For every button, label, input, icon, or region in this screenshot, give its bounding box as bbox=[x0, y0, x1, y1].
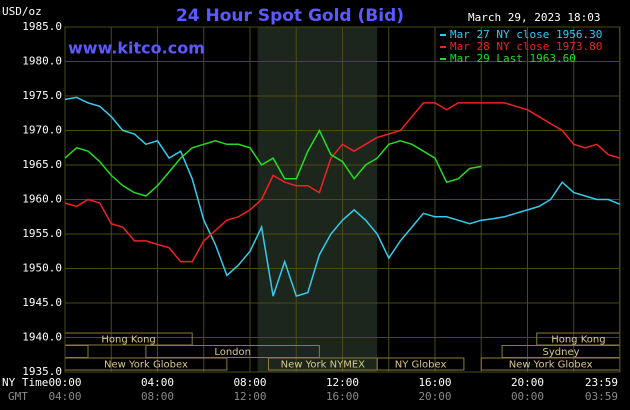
watermark: www.kitco.com bbox=[68, 39, 205, 58]
x-tick-label: 04:00 bbox=[141, 376, 174, 389]
x2-tick-label: 00:00 bbox=[511, 390, 544, 403]
legend-label: Mar 27 NY close 1956.30 bbox=[450, 28, 602, 41]
x2-tick-label: 03:59 bbox=[585, 390, 618, 403]
y-tick-label: 1980.0 bbox=[22, 55, 62, 68]
session-box bbox=[376, 357, 465, 371]
y-tick-label: 1950.0 bbox=[22, 262, 62, 275]
x-tick-label: 23:59 bbox=[585, 376, 618, 389]
y-tick-label: 1940.0 bbox=[22, 331, 62, 344]
unit-label: USD/oz bbox=[2, 5, 42, 18]
session-label: New York Globex bbox=[104, 360, 188, 371]
series-line bbox=[64, 96, 621, 298]
x-tick-label: 08:00 bbox=[233, 376, 266, 389]
x-tick-label: 20:00 bbox=[511, 376, 544, 389]
x2-tick-label: 20:00 bbox=[418, 390, 451, 403]
y-tick-label: 1970.0 bbox=[22, 124, 62, 137]
session-label: London bbox=[214, 347, 251, 358]
y-tick-label: 1975.0 bbox=[22, 89, 62, 102]
x2-tick-label: 12:00 bbox=[233, 390, 266, 403]
session-label: New York NYMEX bbox=[281, 360, 366, 371]
legend-swatch bbox=[440, 58, 446, 60]
session-box bbox=[64, 345, 89, 358]
plot-border bbox=[64, 26, 621, 373]
y-tick-label: 1955.0 bbox=[22, 227, 62, 240]
session-label: NY Globex bbox=[395, 360, 447, 371]
x2-tick-label: 08:00 bbox=[141, 390, 174, 403]
series-line bbox=[64, 128, 482, 197]
x2-row-label: GMT bbox=[8, 390, 28, 403]
session-label: Hong Kong bbox=[101, 335, 155, 346]
x2-tick-label: 04:00 bbox=[48, 390, 81, 403]
legend-swatch bbox=[440, 34, 446, 36]
session-label: Sydney bbox=[543, 347, 580, 358]
y-tick-label: 1960.0 bbox=[22, 193, 62, 206]
y-tick-label: 1935.0 bbox=[22, 365, 62, 378]
legend-label: Mar 28 NY close 1973.80 bbox=[450, 40, 602, 53]
x2-tick-label: 16:00 bbox=[326, 390, 359, 403]
series-line bbox=[64, 102, 621, 263]
y-tick-label: 1985.0 bbox=[22, 20, 62, 33]
session-label: New York Globex bbox=[509, 360, 593, 371]
timestamp: March 29, 2023 18:03 bbox=[468, 11, 600, 24]
y-tick-label: 1945.0 bbox=[22, 296, 62, 309]
legend-label: Mar 29 Last 1963.60 bbox=[450, 52, 576, 65]
session-box bbox=[145, 345, 320, 358]
session-label: Hong Kong bbox=[551, 335, 605, 346]
y-tick-label: 1965.0 bbox=[22, 158, 62, 171]
legend-swatch bbox=[440, 46, 446, 48]
x-tick-label: 00:00 bbox=[48, 376, 81, 389]
chart-title: 24 Hour Spot Gold (Bid) bbox=[176, 6, 404, 26]
x-tick-label: 16:00 bbox=[418, 376, 451, 389]
x-row-label: NY Time bbox=[2, 376, 48, 389]
x-tick-label: 12:00 bbox=[326, 376, 359, 389]
